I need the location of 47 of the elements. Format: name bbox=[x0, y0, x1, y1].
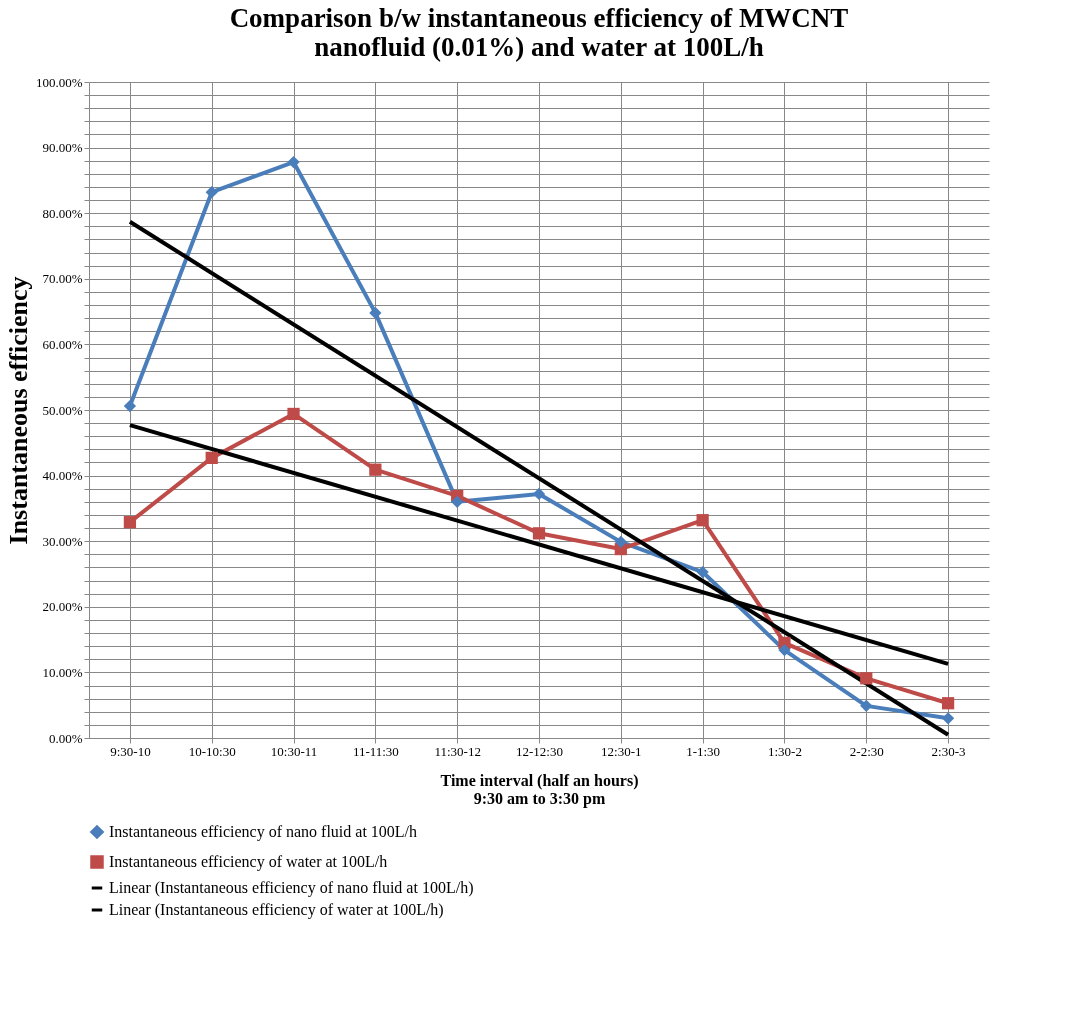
x-tick-label: 1:30-2 bbox=[767, 743, 802, 759]
point bbox=[532, 527, 546, 540]
point bbox=[614, 535, 627, 548]
y-tick-label: 20.00% bbox=[42, 599, 83, 615]
x-tick-label: 2:30-3 bbox=[931, 743, 966, 759]
point bbox=[696, 565, 709, 579]
y-axis-title: Instantaneous efficiency bbox=[3, 276, 33, 545]
point bbox=[451, 495, 464, 508]
point bbox=[123, 399, 137, 413]
y-tick-label: 50.00% bbox=[42, 402, 83, 418]
y-tick-label: 0.00% bbox=[48, 730, 83, 746]
x-tick-label: 12-12:30 bbox=[516, 743, 563, 759]
point bbox=[860, 672, 873, 685]
y-tick-label: 100.00% bbox=[35, 74, 83, 90]
point bbox=[778, 643, 791, 657]
point bbox=[860, 699, 873, 712]
legend-label: Instantaneous efficiency of water at 100L/h bbox=[109, 853, 388, 871]
legend-label: Linear (Instantaneous efficiency of water at 100L/h) bbox=[109, 901, 444, 919]
x-axis-title: Time interval (half an hours) 9:30 am to 3:30 pm bbox=[440, 771, 639, 808]
x-tick-label: 9:30-10 bbox=[110, 743, 151, 759]
legend-label: Linear (Instantaneous efficiency of nano fluid at 100L/h) bbox=[109, 879, 474, 897]
point bbox=[287, 155, 300, 169]
x-tick-label: 11-11:30 bbox=[352, 743, 399, 759]
x-tick-label: 12:30-1 bbox=[601, 743, 642, 759]
x-tick-label: 2-2:30 bbox=[849, 743, 884, 759]
x-tick-label: 11:30-12 bbox=[434, 743, 481, 759]
point bbox=[941, 697, 955, 710]
x-tick-label: 10-10:30 bbox=[188, 743, 236, 759]
legend-label: Instantaneous efficiency of nano fluid at 100L/h bbox=[109, 823, 418, 841]
point bbox=[532, 487, 546, 501]
y-tick-label: 40.00% bbox=[42, 468, 83, 484]
chart-title: Comparison b/w instantaneous efficiency of MWCNT nanofluid (0.01%) and water at 100L/h bbox=[229, 3, 849, 62]
point bbox=[205, 451, 218, 465]
point bbox=[205, 186, 218, 199]
y-tick-label: 90.00% bbox=[42, 140, 83, 156]
x-tick-label: 10:30-11 bbox=[270, 743, 318, 759]
y-tick-label: 30.00% bbox=[42, 533, 83, 549]
point bbox=[696, 514, 709, 527]
y-tick-label: 10.00% bbox=[42, 664, 83, 680]
y-tick-label: 60.00% bbox=[42, 336, 83, 352]
x-tick-label: 1-1:30 bbox=[686, 743, 721, 759]
point bbox=[369, 306, 382, 320]
point bbox=[287, 407, 300, 421]
point bbox=[123, 516, 137, 529]
y-tick-label: 70.00% bbox=[42, 271, 83, 287]
point bbox=[941, 712, 955, 725]
y-tick-label: 80.00% bbox=[42, 205, 83, 221]
